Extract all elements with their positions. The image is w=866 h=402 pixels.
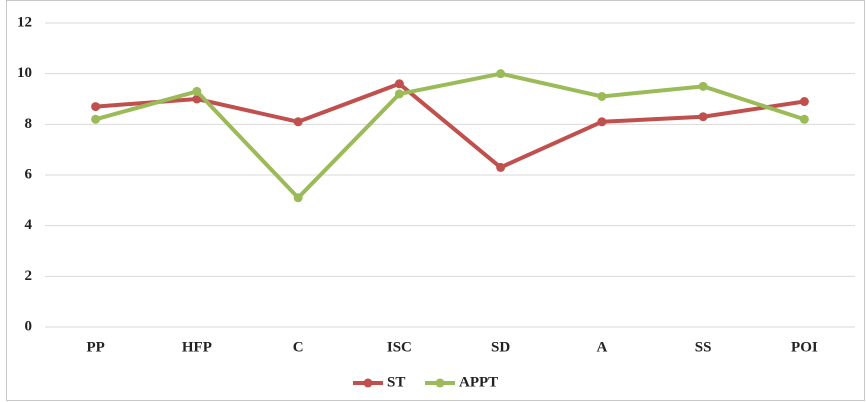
point [91, 114, 101, 124]
y-tick-label: 12 [17, 14, 32, 30]
legend-label: ST [387, 374, 405, 390]
point [91, 102, 101, 112]
y-tick-label: 2 [25, 268, 33, 284]
point [394, 89, 404, 99]
point [293, 193, 303, 203]
y-tick-label: 0 [25, 318, 33, 334]
legend-marker [435, 378, 445, 388]
y-tick-label: 10 [17, 65, 32, 81]
point [597, 91, 607, 101]
series-line [95, 81, 805, 170]
point [799, 114, 809, 124]
chart-frame [6, 0, 865, 401]
point [293, 117, 303, 127]
x-tick-label: PP [86, 339, 104, 355]
x-tick-label: C [293, 339, 304, 355]
legend-label: APPT [459, 374, 498, 390]
y-tick-label: 8 [25, 116, 33, 132]
legend-marker [363, 378, 373, 388]
x-tick-label: SD [491, 339, 510, 355]
x-tick-label: ISC [387, 339, 412, 355]
x-tick-label: A [596, 339, 607, 355]
point [698, 81, 708, 91]
point [394, 79, 404, 89]
y-tick-label: 6 [25, 166, 33, 182]
point [192, 94, 202, 104]
point [496, 69, 506, 79]
point [192, 86, 202, 96]
point [597, 117, 607, 127]
point [496, 162, 506, 172]
x-tick-label: HFP [182, 339, 212, 355]
point [799, 97, 809, 107]
y-tick-label: 4 [25, 217, 33, 233]
x-tick-label: POI [791, 339, 818, 355]
point [698, 112, 708, 122]
x-tick-label: SS [695, 339, 712, 355]
series-line [95, 71, 805, 200]
